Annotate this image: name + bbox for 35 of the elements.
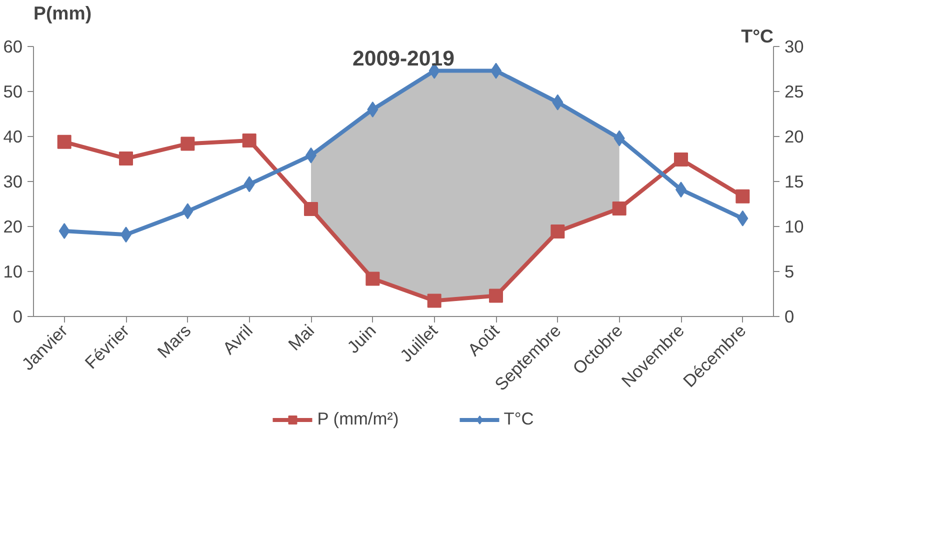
y-axis-title: P(mm) [34, 2, 92, 24]
y2-tick-label: 20 [784, 126, 804, 146]
y2-tick-label: 30 [784, 36, 804, 56]
y2-axis-title: T°C [741, 26, 774, 46]
point [119, 152, 133, 166]
point [58, 223, 70, 239]
y2-tick-label: 25 [784, 82, 804, 102]
point [57, 134, 72, 149]
point [550, 224, 565, 238]
x-tick-label: Juin [343, 320, 380, 358]
point [367, 102, 378, 118]
y-tick-label: 0 [12, 306, 23, 326]
y-tick-label: 20 [3, 216, 23, 236]
y2-tick-label: 0 [784, 306, 794, 326]
point [304, 202, 318, 216]
y2-tick-label: 10 [784, 216, 804, 236]
y-tick-label: 50 [3, 82, 23, 102]
point [180, 136, 195, 151]
y-tick-label: 10 [3, 262, 23, 282]
point [736, 189, 750, 204]
chart-title: 2009-2019 [352, 46, 455, 70]
point [674, 152, 688, 166]
y-tick-label: 40 [3, 126, 23, 146]
point [366, 272, 380, 286]
legend-label: P (mm/m²) [317, 408, 399, 430]
y2-tick-label: 5 [784, 262, 794, 282]
y-tick-label: 60 [3, 36, 23, 56]
y2-tick-label: 15 [784, 172, 804, 192]
y-tick-label: 30 [3, 172, 23, 192]
x-tick-label: Mai [284, 320, 318, 354]
point [612, 202, 626, 216]
point [489, 288, 503, 303]
point [427, 294, 442, 308]
legend-label: T°C [504, 408, 534, 430]
point [242, 134, 256, 148]
